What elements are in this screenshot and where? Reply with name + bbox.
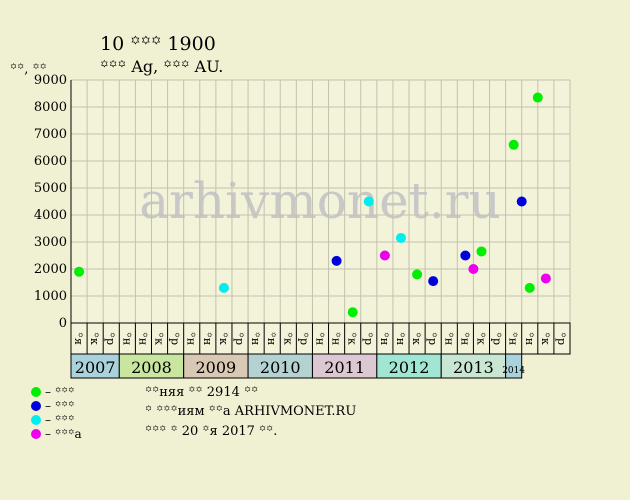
year-cell <box>70 353 120 379</box>
legend-label: – ꙳꙳꙳ <box>45 385 75 399</box>
data-point-series-2 <box>331 255 342 266</box>
month-label: ꙳н <box>378 332 391 345</box>
month-label: ꙳н <box>442 332 455 345</box>
chart-title: 10 ꙳꙳꙳ 1900 <box>100 33 216 55</box>
data-point-series-2 <box>460 250 471 261</box>
year-cell <box>311 353 378 379</box>
y-tick-label: 1000 <box>34 289 67 304</box>
month-label: ꙳я <box>72 332 85 345</box>
year-cell <box>247 353 313 379</box>
data-point-series-3 <box>395 232 406 243</box>
y-tick-label: 3000 <box>34 235 67 250</box>
data-point-series-4 <box>540 273 551 284</box>
year-label: 2012 <box>389 358 430 377</box>
month-label: ꙳н <box>523 332 536 345</box>
data-point-series-3 <box>218 282 229 293</box>
footer-line-1: ꙳꙳няя ꙳꙳ 2914 ꙳꙳ <box>145 385 258 400</box>
data-point-series-1 <box>524 282 535 293</box>
month-label: ꙳к <box>410 332 423 345</box>
year-label: 2009 <box>196 358 237 377</box>
footer-line-2: ꙳ ꙳꙳꙳иям ꙳꙳а ARHIVMONET.RU <box>145 404 356 419</box>
month-label: ꙳к <box>281 332 294 345</box>
data-point-series-1 <box>508 139 519 150</box>
legend-swatch <box>31 387 41 397</box>
data-point-series-1 <box>476 246 487 257</box>
month-label: ꙳н <box>120 332 133 345</box>
y-tick-label: 9000 <box>34 73 67 88</box>
month-label: ꙳н <box>265 332 278 345</box>
month-label: ꙳к <box>474 332 487 345</box>
data-point-series-1 <box>532 92 543 103</box>
data-point-series-1 <box>412 269 423 280</box>
year-cell <box>440 353 507 379</box>
legend-swatch <box>31 429 41 439</box>
month-label: ꙳н <box>507 332 520 345</box>
month-label: ꙳р <box>426 332 439 345</box>
y-tick-label: 2000 <box>34 262 67 277</box>
month-label: ꙳н <box>201 332 214 345</box>
month-label: ꙳н <box>458 332 471 345</box>
legend-swatch <box>31 415 41 425</box>
watermark: arhivmonet.ru <box>139 172 501 230</box>
month-label: ꙳к <box>153 332 166 345</box>
month-label: ꙳р <box>169 332 182 345</box>
data-point-series-2 <box>428 276 439 287</box>
month-label: ꙳р <box>362 332 375 345</box>
year-label: 2011 <box>324 358 365 377</box>
month-label: ꙳н <box>314 332 327 345</box>
data-point-series-4 <box>468 264 479 274</box>
y-tick-label: 0 <box>59 316 67 331</box>
month-label: ꙳р <box>297 332 310 345</box>
month-label: ꙳н <box>185 332 198 345</box>
legend-label: – ꙳꙳꙳а <box>45 427 82 441</box>
month-label: ꙳н <box>136 332 149 345</box>
year-label: 2010 <box>260 358 301 377</box>
year-cell <box>505 353 523 379</box>
year-label: 2013 <box>453 358 494 377</box>
month-row <box>70 322 571 355</box>
y-tick-label: 7000 <box>34 127 67 142</box>
y-tick-label: 5000 <box>34 181 67 196</box>
year-label: 2014 <box>502 366 525 376</box>
y-tick-label: 4000 <box>34 208 67 223</box>
legend-swatch <box>31 401 41 411</box>
data-point-series-4 <box>379 250 390 261</box>
month-label: ꙳к <box>217 332 230 345</box>
legend: – ꙳꙳꙳– ꙳꙳꙳– ꙳꙳꙳– ꙳꙳꙳а <box>31 385 82 441</box>
data-point-series-1 <box>347 307 358 318</box>
y-axis-label: ꙳꙳, ꙳꙳ <box>10 62 47 77</box>
legend-label: – ꙳꙳꙳ <box>45 413 75 427</box>
plot-area <box>71 80 570 323</box>
month-label: ꙳н <box>330 332 343 345</box>
month-label: ꙳к <box>88 332 101 345</box>
month-label: ꙳р <box>555 332 568 345</box>
data-point-series-3 <box>363 196 374 207</box>
month-label: ꙳к <box>346 332 359 345</box>
month-label: ꙳к <box>539 332 552 345</box>
footer-line-3: ꙳꙳꙳ ꙳ 20 ꙳я 2017 ꙳꙳. <box>145 424 277 439</box>
month-label: ꙳н <box>249 332 262 345</box>
month-label: ꙳р <box>233 332 246 345</box>
chart-subtitle: ꙳꙳꙳ Ag, ꙳꙳꙳ AU. <box>100 57 223 76</box>
legend-label: – ꙳꙳꙳ <box>45 399 75 413</box>
y-tick-label: 8000 <box>34 100 67 115</box>
y-tick-label: 6000 <box>34 154 67 169</box>
year-cell <box>376 353 442 379</box>
data-point-series-1 <box>74 266 85 277</box>
month-label: ꙳н <box>394 332 407 345</box>
year-cell <box>183 353 249 379</box>
year-cell <box>118 353 185 379</box>
data-point-series-2 <box>516 196 527 207</box>
year-label: 2007 <box>75 358 116 377</box>
year-label: 2008 <box>131 358 172 377</box>
month-label: ꙳р <box>491 332 504 345</box>
month-label: ꙳р <box>104 332 117 345</box>
